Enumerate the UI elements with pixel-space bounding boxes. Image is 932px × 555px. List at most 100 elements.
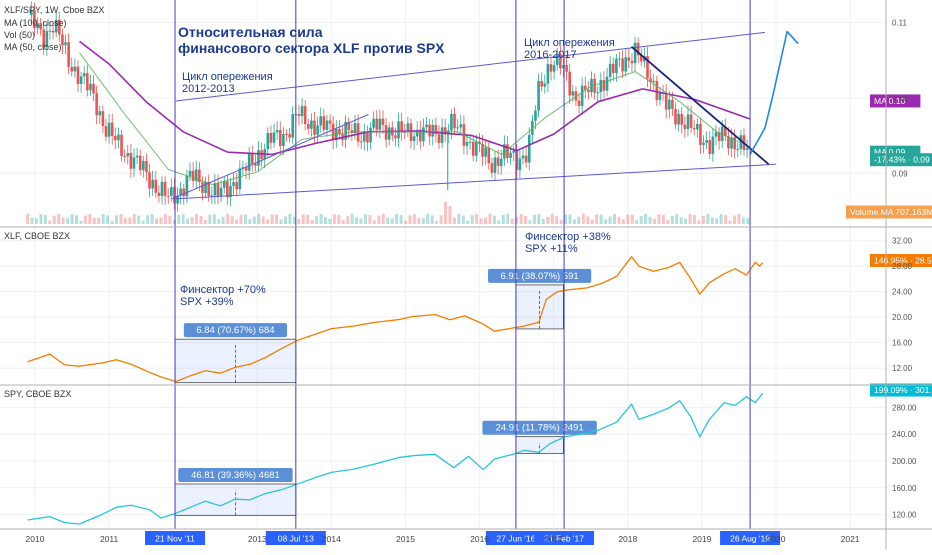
volume-bar bbox=[34, 218, 38, 224]
support-line bbox=[171, 114, 369, 200]
volume-bar bbox=[661, 214, 665, 224]
candle-body bbox=[216, 183, 220, 196]
volume-bar bbox=[488, 213, 492, 224]
date-marker-bg bbox=[485, 531, 546, 545]
volume-bars bbox=[26, 131, 750, 224]
volume-bar bbox=[706, 213, 710, 224]
date-marker-bg bbox=[145, 531, 206, 545]
downtrend-line bbox=[630, 46, 770, 165]
candle-body bbox=[705, 140, 708, 143]
candle-body bbox=[425, 124, 428, 128]
candle-body bbox=[627, 57, 631, 61]
candle-body bbox=[39, 23, 42, 30]
candle-body bbox=[745, 148, 749, 150]
candle-body bbox=[188, 170, 192, 177]
volume-bar bbox=[315, 216, 319, 224]
volume-bar bbox=[310, 219, 314, 224]
candle-body bbox=[692, 127, 696, 130]
volume-bar bbox=[66, 218, 70, 224]
volume-bar bbox=[479, 218, 483, 224]
candle-body bbox=[624, 57, 628, 72]
volume-bar bbox=[492, 215, 496, 224]
volume-bar bbox=[123, 218, 127, 224]
volume-bar bbox=[608, 216, 612, 224]
candle-body bbox=[219, 187, 223, 196]
chart-labels: XLF/SPY, 1W, Cboe BZX MA (100, close) Vo… bbox=[4, 5, 615, 399]
date-marker-label: 21 Nov '11 bbox=[155, 534, 195, 544]
volume-bar bbox=[532, 214, 536, 224]
candle-body bbox=[331, 123, 335, 141]
candle-body bbox=[608, 63, 612, 77]
volume-bar bbox=[341, 220, 345, 224]
candle-body bbox=[67, 42, 70, 67]
candle-body bbox=[120, 134, 123, 157]
x-tick-label: 2014 bbox=[322, 534, 341, 544]
volume-bar bbox=[275, 214, 279, 224]
x-tick-label: 2017 bbox=[544, 534, 563, 544]
volume-bar bbox=[217, 218, 221, 224]
volume-bar bbox=[497, 220, 501, 224]
y-tick-label: 0.11 bbox=[892, 19, 908, 28]
candle-body bbox=[499, 158, 503, 166]
volume-bar bbox=[230, 216, 234, 224]
candle-body bbox=[260, 150, 263, 160]
candle-body bbox=[590, 78, 593, 93]
volume-bar bbox=[88, 213, 92, 224]
volume-bar bbox=[715, 218, 719, 224]
ma50-line bbox=[79, 52, 751, 186]
volume-bar bbox=[386, 217, 390, 224]
x-tick-label: 2010 bbox=[26, 534, 45, 544]
candle-body bbox=[736, 148, 740, 150]
candle-body bbox=[602, 80, 606, 91]
measure-boxes: 6.84 (70.67%) 684 6.91 (38.07%) 591 46.81 … bbox=[174, 268, 597, 516]
volume-bar bbox=[626, 214, 630, 224]
volume-bar bbox=[590, 219, 594, 224]
candle-body bbox=[699, 124, 702, 145]
volume-bar bbox=[688, 214, 692, 224]
candle-body bbox=[459, 124, 463, 128]
candle-body bbox=[176, 195, 179, 204]
projection-path bbox=[749, 30, 799, 155]
volume-bar bbox=[252, 216, 256, 224]
candle-body bbox=[238, 168, 242, 190]
candle-body bbox=[531, 120, 534, 135]
volume-bar bbox=[679, 217, 683, 224]
candle-body bbox=[226, 181, 229, 198]
candle-body bbox=[107, 122, 111, 137]
volume-bar bbox=[248, 219, 252, 224]
volume-bar bbox=[719, 214, 723, 224]
candle-body bbox=[636, 42, 640, 56]
xlf-measure-label: 6.91 (38.07%) 591 bbox=[501, 271, 579, 282]
candle-body bbox=[440, 127, 444, 143]
volume-bar bbox=[412, 213, 416, 224]
candle-body bbox=[338, 128, 341, 135]
candle-body bbox=[254, 163, 257, 166]
candle-body bbox=[104, 126, 108, 137]
volume-bar bbox=[301, 214, 305, 224]
symbol-label: XLF/SPY, 1W, Cboe BZX bbox=[4, 5, 104, 15]
volume-bar bbox=[79, 220, 83, 224]
candle-body bbox=[229, 186, 232, 198]
candle-body bbox=[344, 121, 347, 140]
volume-bar bbox=[332, 214, 336, 224]
candle-body bbox=[76, 66, 80, 84]
candle-body bbox=[313, 120, 316, 135]
volume-bar bbox=[395, 214, 399, 224]
candle-body bbox=[633, 42, 637, 64]
candle-body bbox=[739, 135, 743, 149]
candle-body bbox=[465, 142, 469, 146]
candle-body bbox=[527, 134, 531, 163]
volume-bar bbox=[163, 213, 167, 224]
volume-bar bbox=[524, 215, 528, 224]
volume-bar bbox=[323, 216, 327, 224]
volume-bar bbox=[106, 215, 110, 224]
volume-bar bbox=[137, 215, 141, 224]
candle-body bbox=[574, 91, 578, 101]
spy-measure-label-bg bbox=[178, 467, 293, 482]
series-lines bbox=[27, 30, 799, 525]
candle-body bbox=[724, 126, 727, 137]
candle-body bbox=[222, 181, 226, 188]
volume-bar bbox=[421, 217, 425, 224]
pane0-badge: -17.43% · 0.09 bbox=[874, 155, 930, 165]
